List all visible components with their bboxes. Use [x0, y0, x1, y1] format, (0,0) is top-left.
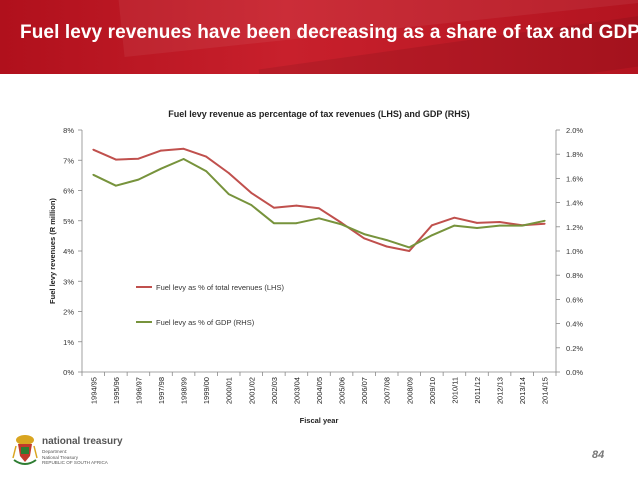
- x-tick-label: 2008/09: [405, 377, 414, 404]
- data-point: [385, 245, 388, 248]
- x-tick-label: 2011/12: [473, 377, 482, 404]
- data-point: [498, 224, 501, 227]
- right-tick-label: 0.8%: [566, 271, 583, 280]
- data-point: [272, 206, 275, 209]
- data-point: [92, 173, 95, 176]
- logo-name: national treasury: [42, 436, 123, 447]
- x-tick-label: 2001/02: [247, 377, 256, 404]
- data-point: [543, 222, 546, 225]
- logo-subtitle: Department: National Treasury REPUBLIC O…: [42, 449, 108, 465]
- left-tick-label: 5%: [63, 217, 74, 226]
- legend-label: Fuel levy as % of GDP (RHS): [156, 318, 255, 327]
- left-tick-label: 3%: [63, 277, 74, 286]
- x-tick-label: 2006/07: [360, 377, 369, 404]
- data-point: [227, 172, 230, 174]
- right-tick-label: 0.2%: [566, 344, 583, 353]
- data-point: [160, 167, 162, 170]
- x-tick-label: 2002/03: [270, 377, 279, 404]
- data-point: [205, 155, 208, 158]
- data-point: [318, 217, 320, 220]
- right-tick-label: 1.8%: [566, 150, 583, 159]
- x-tick-label: 2009/10: [428, 377, 437, 404]
- data-point: [114, 184, 117, 187]
- data-point: [227, 193, 230, 196]
- data-point: [340, 223, 343, 226]
- data-point: [114, 158, 117, 161]
- data-point: [205, 170, 208, 173]
- x-tick-label: 1996/97: [134, 377, 143, 404]
- data-point: [430, 224, 433, 227]
- data-point: [430, 234, 433, 237]
- title-banner: Fuel levy revenues have been decreasing …: [0, 0, 638, 74]
- data-point: [363, 233, 366, 235]
- data-point: [272, 222, 275, 225]
- data-point: [498, 221, 501, 223]
- data-point: [476, 227, 478, 229]
- series-line-2: [92, 158, 545, 249]
- slide-title: Fuel levy revenues have been decreasing …: [20, 22, 638, 43]
- data-point: [476, 221, 478, 224]
- data-point: [250, 192, 253, 194]
- left-tick-label: 0%: [63, 368, 74, 377]
- x-tick-label: 1994/95: [89, 377, 98, 404]
- right-tick-label: 0.6%: [566, 295, 583, 304]
- x-tick-label: 1995/96: [112, 377, 121, 404]
- left-tick-label: 6%: [63, 187, 74, 196]
- data-point: [453, 216, 456, 219]
- right-tick-label: 0.4%: [566, 320, 583, 329]
- legend-label: Fuel levy as % of total revenues (LHS): [156, 283, 284, 292]
- x-tick-label: 1997/98: [157, 377, 166, 404]
- data-point: [318, 207, 320, 210]
- national-treasury-logo: national treasury Department: National T…: [12, 434, 152, 474]
- x-tick-label: 1998/99: [180, 377, 189, 404]
- series-line-1: [92, 147, 545, 252]
- chart-title: Fuel levy revenue as percentage of tax r…: [168, 109, 469, 119]
- right-tick-label: 1.0%: [566, 247, 583, 256]
- data-point: [408, 250, 411, 252]
- x-axis-label: Fiscal year: [300, 416, 339, 425]
- page-number: 84: [592, 449, 605, 461]
- data-point: [385, 239, 388, 242]
- right-tick-label: 1.6%: [566, 174, 583, 183]
- data-point: [521, 224, 524, 227]
- x-tick-label: 2000/01: [225, 377, 234, 404]
- data-point: [250, 204, 253, 206]
- x-tick-label: 1999/00: [202, 377, 211, 404]
- x-tick-label: 2013/14: [518, 377, 527, 404]
- left-tick-label: 7%: [63, 156, 74, 165]
- x-tick-label: 2007/08: [383, 377, 392, 404]
- left-tick-label: 1%: [63, 338, 74, 347]
- data-point: [295, 204, 298, 207]
- x-tick-label: 2005/06: [338, 377, 347, 404]
- data-point: [137, 178, 140, 181]
- data-point: [182, 158, 185, 160]
- x-tick-label: 2003/04: [292, 377, 301, 404]
- data-point: [543, 219, 546, 222]
- data-point: [182, 147, 185, 150]
- x-tick-label: 2014/15: [541, 377, 550, 404]
- data-point: [408, 246, 411, 249]
- data-point: [92, 148, 95, 151]
- data-point: [137, 157, 140, 160]
- data-point: [295, 222, 298, 225]
- x-tick-label: 2012/13: [496, 377, 505, 404]
- right-tick-label: 1.4%: [566, 199, 583, 208]
- left-tick-label: 8%: [63, 126, 74, 135]
- y-axis-label: Fuel levy revenues (R million): [48, 198, 57, 304]
- right-tick-label: 0.0%: [566, 368, 583, 377]
- left-tick-label: 2%: [63, 308, 74, 317]
- data-point: [363, 237, 366, 240]
- data-point: [160, 149, 162, 152]
- data-point: [453, 224, 456, 227]
- x-tick-label: 2004/05: [315, 377, 324, 404]
- coat-of-arms-icon: [12, 435, 38, 465]
- right-tick-label: 2.0%: [566, 126, 583, 135]
- right-tick-label: 1.2%: [566, 223, 583, 232]
- x-tick-label: 2010/11: [450, 377, 459, 404]
- left-tick-label: 4%: [63, 247, 74, 256]
